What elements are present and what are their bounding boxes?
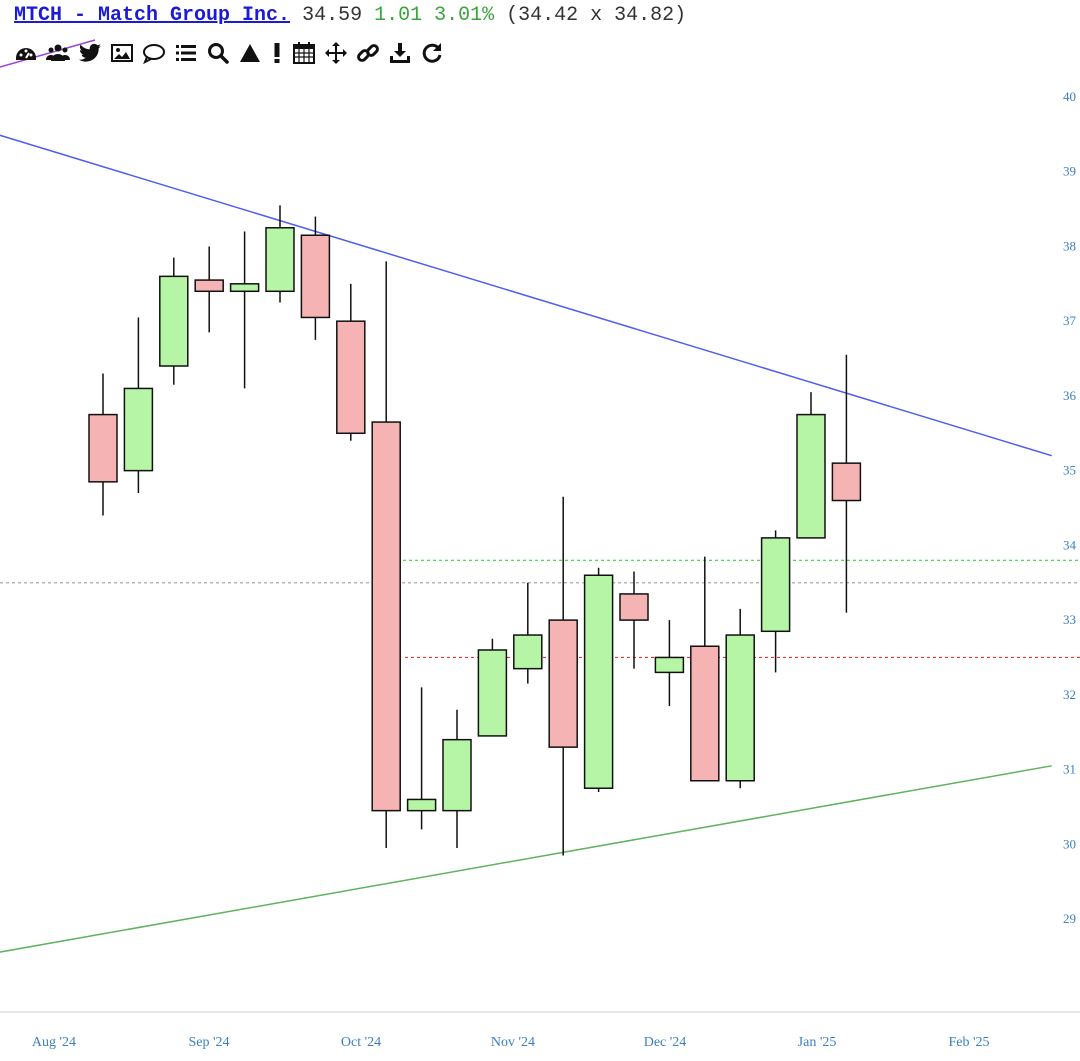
y-tick-label: 36 xyxy=(1063,388,1077,403)
y-tick-label: 29 xyxy=(1063,911,1076,926)
candles xyxy=(88,205,862,856)
candle xyxy=(583,567,614,792)
triangle-icon[interactable] xyxy=(236,39,264,67)
candle-body-down xyxy=(194,279,224,293)
download-icon[interactable] xyxy=(386,39,414,67)
y-tick-label: 37 xyxy=(1063,313,1077,328)
candle xyxy=(477,638,508,737)
candle-body-up xyxy=(760,537,791,633)
candle-body-down xyxy=(619,593,649,621)
y-tick-label: 32 xyxy=(1063,687,1076,702)
candle-body-up xyxy=(442,738,472,812)
trend-lines xyxy=(0,134,1052,953)
x-tick-label: Feb '25 xyxy=(948,1035,989,1050)
list-icon[interactable] xyxy=(172,39,200,67)
candle-body-up xyxy=(513,634,543,670)
candle xyxy=(796,392,826,539)
candle xyxy=(725,608,755,789)
candle xyxy=(336,283,366,441)
candle-body-up xyxy=(583,574,614,789)
x-axis: Aug '24 Sep '24 Oct '24 Nov '24 Dec '24 Jan '… xyxy=(32,1035,990,1050)
y-tick-label: 31 xyxy=(1063,762,1076,777)
candle-body-down xyxy=(548,619,578,748)
x-tick-label: Jan '25 xyxy=(798,1035,837,1050)
y-axis: 29 30 31 32 33 34 35 36 37 38 39 40 xyxy=(1063,89,1077,926)
candle xyxy=(371,261,401,849)
candle-body-up xyxy=(477,649,508,737)
candle-body-up xyxy=(654,656,685,674)
candle xyxy=(831,354,862,613)
comment-icon[interactable] xyxy=(140,39,168,67)
candle-body-up xyxy=(123,387,154,472)
candle xyxy=(548,496,578,856)
candle-body-up xyxy=(229,283,260,293)
candle xyxy=(194,246,224,333)
y-tick-label: 38 xyxy=(1063,238,1076,253)
candle xyxy=(619,571,649,669)
calendar-icon[interactable] xyxy=(290,39,318,67)
candle-body-down xyxy=(88,413,118,483)
y-tick-label: 33 xyxy=(1063,612,1076,627)
x-tick-label: Aug '24 xyxy=(32,1035,76,1050)
link-icon[interactable] xyxy=(354,39,382,67)
users-icon[interactable] xyxy=(44,39,72,67)
dashboard-icon[interactable] xyxy=(12,39,40,67)
price-change: 1.01 xyxy=(374,4,423,27)
x-tick-label: Nov '24 xyxy=(491,1035,535,1050)
ticker-link[interactable]: MTCH - Match Group Inc. xyxy=(14,4,291,27)
exclamation-icon[interactable] xyxy=(268,39,286,67)
refresh-icon[interactable] xyxy=(418,39,446,67)
y-tick-label: 35 xyxy=(1063,463,1076,478)
candle-body-up xyxy=(796,413,826,539)
candle xyxy=(229,231,260,389)
x-tick-label: Sep '24 xyxy=(188,1035,229,1050)
candle xyxy=(159,257,189,385)
candle xyxy=(123,317,154,494)
candle xyxy=(265,205,295,303)
candle xyxy=(406,687,437,830)
candle xyxy=(760,530,791,673)
candle xyxy=(442,709,472,849)
candle-body-up xyxy=(725,634,755,782)
bid-ask-range: (34.42 x 34.82) xyxy=(506,4,687,27)
search-icon[interactable] xyxy=(204,39,232,67)
candle-body-down xyxy=(336,320,366,435)
candle xyxy=(654,620,685,707)
y-tick-label: 39 xyxy=(1063,164,1076,179)
move-icon[interactable] xyxy=(322,39,350,67)
candle xyxy=(88,373,118,516)
purple-line-fragment xyxy=(0,39,96,68)
candle-body-down xyxy=(300,234,331,319)
price-change-pct: 3.01% xyxy=(434,4,495,27)
candle-body-up xyxy=(159,275,189,367)
candle-body-up xyxy=(265,227,295,293)
y-tick-label: 30 xyxy=(1063,836,1076,851)
y-tick-label: 40 xyxy=(1063,89,1076,104)
candle-body-down xyxy=(690,645,720,782)
candle xyxy=(300,216,331,340)
twitter-icon[interactable] xyxy=(76,39,104,67)
x-tick-label: Oct '24 xyxy=(341,1035,381,1050)
candle-body-up xyxy=(406,798,437,812)
candle xyxy=(690,556,720,782)
quote-header: MTCH - Match Group Inc. 34.59 1.01 3.01%… xyxy=(14,4,686,27)
resistance-trendline xyxy=(0,134,1052,457)
support-trendline xyxy=(0,765,1052,953)
candle-body-down xyxy=(831,462,862,502)
x-tick-label: Dec '24 xyxy=(644,1035,687,1050)
y-tick-label: 34 xyxy=(1063,537,1077,552)
candle-body-down xyxy=(371,421,401,812)
candle xyxy=(513,582,543,684)
toolbar xyxy=(12,38,446,68)
last-price: 34.59 xyxy=(302,4,363,27)
image-icon[interactable] xyxy=(108,39,136,67)
